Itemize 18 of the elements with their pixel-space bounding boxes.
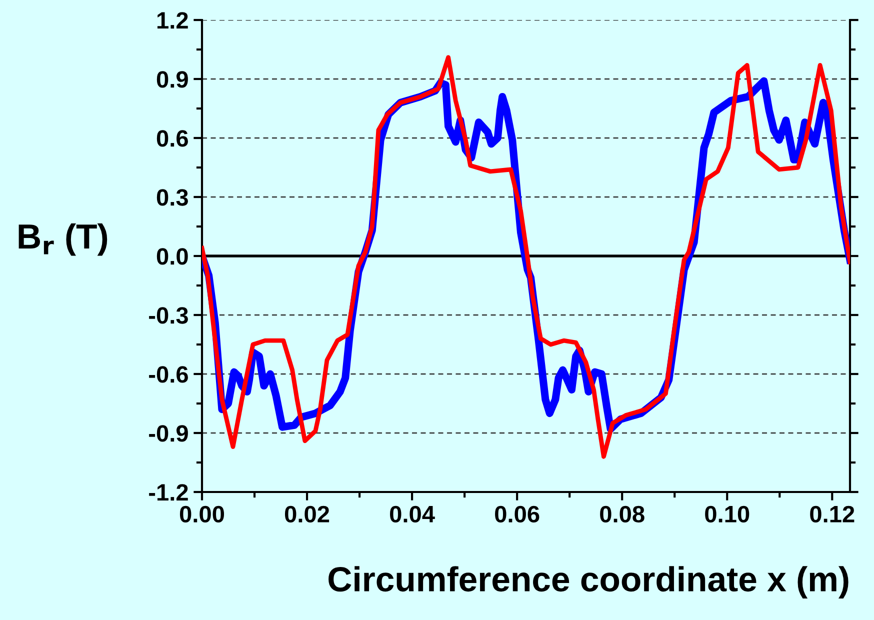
- y-tick-label: 1.2: [157, 12, 188, 29]
- x-tick-label: 0.10: [705, 506, 750, 523]
- y-tick-label: 0.6: [156, 130, 188, 147]
- y-tick-label: 0.9: [156, 71, 188, 88]
- y-tick-label: 0.3: [156, 189, 188, 206]
- x-tick-label: 0.00: [180, 506, 224, 523]
- y-tick-label: 0.0: [156, 248, 188, 265]
- x-tick-label: 0.04: [390, 506, 435, 523]
- y-tick-label: -0.6: [149, 366, 188, 383]
- x-tick-label: 0.12: [810, 506, 854, 523]
- y-tick-label: -0.3: [149, 307, 188, 324]
- x-tick-label: 0.06: [495, 506, 540, 523]
- y-tick-label: -0.9: [149, 425, 188, 442]
- x-tick-label: 0.08: [600, 506, 644, 523]
- y-axis-title: B$_{r}$ (T): [18, 223, 108, 256]
- y-tick-label: -1.2: [149, 484, 188, 501]
- x-tick-label: 0.02: [284, 506, 330, 523]
- x-axis-title: Circumference coordinate x (m): [328, 566, 848, 598]
